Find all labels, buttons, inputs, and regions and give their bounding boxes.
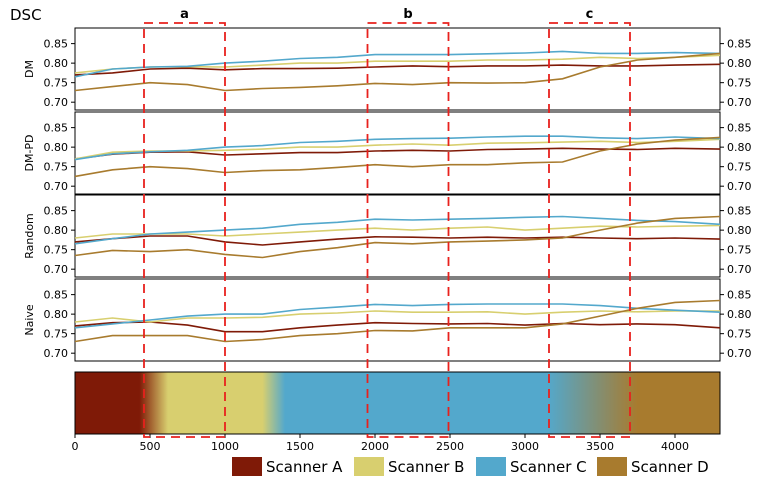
y-tick-label-left: 0.75 — [44, 244, 69, 257]
domain-strip — [74, 371, 721, 435]
panel-frame — [74, 27, 721, 111]
legend-item-scanner-d: Scanner D — [597, 457, 709, 476]
y-tick-label-left: 0.75 — [44, 161, 69, 174]
y-tick-label-right: 0.75 — [727, 161, 752, 174]
highlight-regions: a b c — [143, 7, 631, 438]
panel-ylabel: DM — [23, 60, 36, 78]
y-tick-label-right: 0.85 — [727, 122, 752, 135]
series-line-scanner-d — [74, 215, 721, 259]
x-tick-label: 0 — [72, 440, 79, 453]
highlight-box — [143, 22, 226, 438]
panel-ylabel: Naive — [23, 304, 36, 336]
legend-swatch — [597, 457, 627, 476]
series-line-scanner-b — [74, 54, 721, 74]
panel-dm: DM 0.70 0.70 0.75 0.75 0.80 0.80 0.85 0.85 — [23, 27, 752, 111]
x-axis: 0 500 1000 1500 2000 2500 3000 3500 4000 — [72, 434, 689, 453]
x-tick-label: 2000 — [361, 440, 389, 453]
series-line-scanner-c — [74, 215, 721, 245]
panel-naive: Naive 0.70 0.70 0.75 0.75 0.80 0.80 0.85 0.85 — [23, 278, 752, 362]
x-tick-label: 2500 — [436, 440, 464, 453]
x-tick-label: 1000 — [211, 440, 239, 453]
series-line-scanner-c — [74, 50, 721, 78]
series-line-scanner-d — [74, 299, 721, 343]
series-line-scanner-d — [74, 136, 721, 178]
chart-title: DSC — [10, 6, 42, 24]
panel-frame — [74, 194, 721, 278]
panel-random: Random 0.70 0.70 0.75 0.75 0.80 0.80 0.85 0.85 — [23, 194, 752, 278]
y-tick-label-left: 0.75 — [44, 328, 69, 341]
y-tick-label-right: 0.85 — [727, 38, 752, 51]
y-tick-label-right: 0.80 — [727, 224, 752, 237]
y-tick-label-right: 0.70 — [727, 347, 752, 360]
y-tick-label-right: 0.70 — [727, 263, 752, 276]
panel-dm-pd: DM-PD 0.70 0.70 0.75 0.75 0.80 0.80 0.85 0.85 — [23, 111, 752, 195]
highlight-label: b — [403, 7, 412, 22]
highlight-region-c: c — [548, 7, 631, 438]
series-line-scanner-c — [74, 135, 721, 161]
x-tick-label: 3000 — [511, 440, 539, 453]
y-tick-label-left: 0.75 — [44, 77, 69, 90]
y-tick-label-left: 0.80 — [44, 224, 69, 237]
legend-swatch — [476, 457, 506, 476]
highlight-label: c — [586, 7, 594, 22]
y-tick-label-right: 0.75 — [727, 77, 752, 90]
y-tick-label-left: 0.80 — [44, 141, 69, 154]
series-line-scanner-b — [74, 224, 721, 239]
panel-ylabel: DM-PD — [23, 134, 36, 171]
series-line-scanner-b — [74, 310, 720, 323]
y-tick-label-right: 0.75 — [727, 328, 752, 341]
y-tick-label-left: 0.80 — [44, 57, 69, 70]
legend-item-scanner-b: Scanner B — [354, 457, 464, 476]
legend-label: Scanner A — [266, 458, 343, 476]
x-tick-label: 4000 — [661, 440, 689, 453]
highlight-region-b: b — [366, 7, 450, 438]
legend-label: Scanner D — [631, 458, 709, 476]
series-line-scanner-c — [74, 303, 721, 329]
y-tick-label-right: 0.85 — [727, 205, 752, 218]
y-tick-label-left: 0.70 — [44, 347, 69, 360]
series-line-scanner-a — [74, 321, 721, 333]
y-tick-label-right: 0.80 — [727, 57, 752, 70]
y-tick-label-right: 0.80 — [727, 308, 752, 321]
legend: Scanner A Scanner B Scanner C Scanner D — [232, 457, 709, 476]
legend-swatch — [232, 457, 262, 476]
y-tick-label-right: 0.70 — [727, 180, 752, 193]
y-tick-label-left: 0.70 — [44, 96, 69, 109]
panel-ylabel: Random — [23, 213, 36, 259]
x-tick-label: 3500 — [586, 440, 614, 453]
highlight-box — [366, 22, 450, 438]
y-tick-label-left: 0.70 — [44, 180, 69, 193]
y-tick-label-left: 0.85 — [44, 205, 69, 218]
x-tick-label: 1500 — [286, 440, 314, 453]
highlight-region-a: a — [143, 7, 226, 438]
series-line-scanner-a — [74, 235, 721, 246]
y-tick-label-left: 0.70 — [44, 263, 69, 276]
y-tick-label-right: 0.75 — [727, 244, 752, 257]
x-tick-label: 500 — [140, 440, 161, 453]
legend-label: Scanner C — [510, 458, 587, 476]
y-tick-label-right: 0.80 — [727, 141, 752, 154]
legend-label: Scanner B — [388, 458, 464, 476]
panel-frame — [74, 278, 721, 362]
legend-item-scanner-c: Scanner C — [476, 457, 587, 476]
y-tick-label-left: 0.85 — [44, 122, 69, 135]
highlight-label: a — [180, 7, 189, 22]
y-tick-label-left: 0.85 — [44, 38, 69, 51]
y-tick-label-left: 0.80 — [44, 308, 69, 321]
y-tick-label-left: 0.85 — [44, 289, 69, 302]
legend-item-scanner-a: Scanner A — [232, 457, 343, 476]
legend-swatch — [354, 457, 384, 476]
highlight-box — [548, 22, 631, 438]
series-line-scanner-a — [74, 147, 721, 160]
y-tick-label-right: 0.70 — [727, 96, 752, 109]
panel-frame — [74, 111, 721, 195]
domain-strip-bar — [74, 371, 721, 435]
panels: DM 0.70 0.70 0.75 0.75 0.80 0.80 0.85 0.85 DM-PD 0… — [23, 27, 752, 362]
series-line-scanner-d — [74, 52, 721, 92]
y-tick-label-right: 0.85 — [727, 289, 752, 302]
